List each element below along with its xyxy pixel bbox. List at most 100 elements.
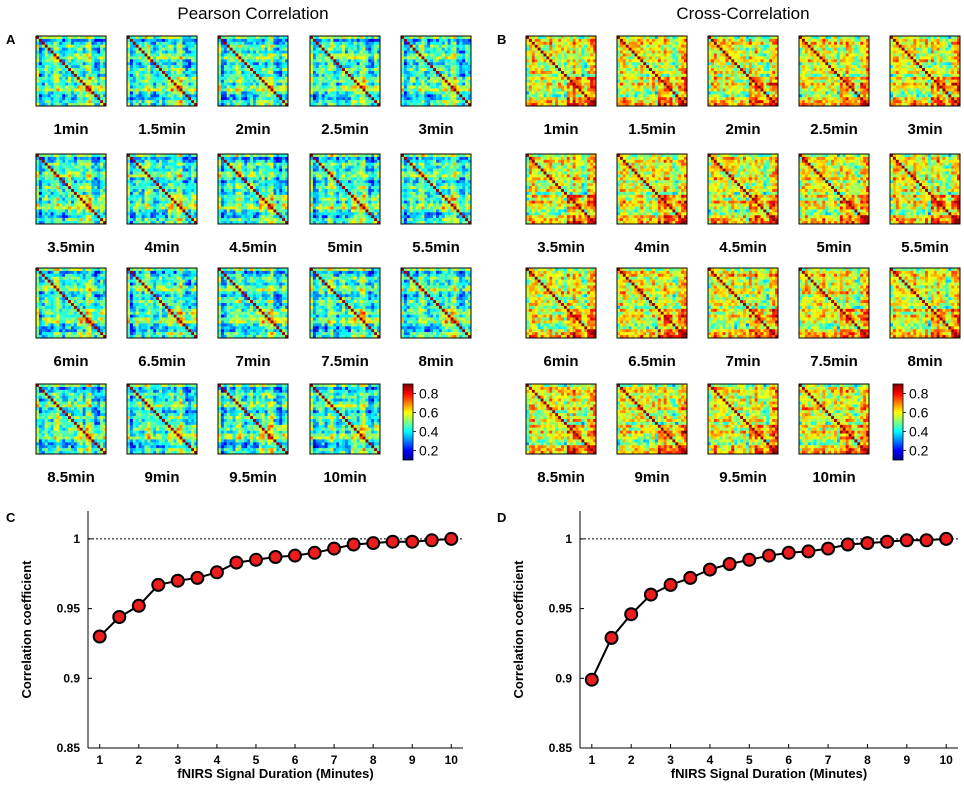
data-point xyxy=(94,631,106,643)
x-tick-label: 9 xyxy=(903,753,910,767)
heatmap-cell-15 xyxy=(36,384,106,454)
heatmap-cell-2 xyxy=(708,36,778,106)
data-point xyxy=(113,611,125,623)
data-point xyxy=(724,558,736,570)
heatmap-label-12: 7min xyxy=(725,353,760,370)
data-point xyxy=(289,550,301,562)
heatmap-cell-14 xyxy=(890,268,960,338)
heatmap-cell-9 xyxy=(890,154,960,224)
heatmap-label-5: 3.5min xyxy=(47,239,95,256)
data-point xyxy=(586,674,598,686)
heatmap-label-1: 1.5min xyxy=(138,121,186,138)
y-tick-label: 0.85 xyxy=(549,741,573,755)
data-point xyxy=(842,539,854,551)
data-point xyxy=(684,572,696,584)
heatmap-cell-13 xyxy=(799,268,869,338)
data-point xyxy=(367,537,379,549)
data-point xyxy=(921,534,933,546)
x-tick-label: 3 xyxy=(175,753,182,767)
data-point xyxy=(250,554,262,566)
data-point xyxy=(152,579,164,591)
heatmap-cell-4 xyxy=(890,36,960,106)
heatmap-cell-1 xyxy=(617,36,687,106)
heatmap-cell-1 xyxy=(127,36,197,106)
heatmap-cell-17 xyxy=(708,384,778,454)
heatmap-cell-18 xyxy=(310,384,380,454)
heatmap-cell-16 xyxy=(127,384,197,454)
data-point xyxy=(211,566,223,578)
data-point xyxy=(763,550,775,562)
heatmap-cell-14 xyxy=(401,268,471,338)
heatmap-cell-10 xyxy=(526,268,596,338)
heatmap-cell-12 xyxy=(218,268,288,338)
heatmap-label-11: 6.5min xyxy=(138,353,186,370)
panel-a-letter: A xyxy=(6,32,16,47)
heatmap-cell-13 xyxy=(310,268,380,338)
x-tick-label: 5 xyxy=(253,753,260,767)
heatmap-cell-15 xyxy=(526,384,596,454)
y-tick-label: 0.95 xyxy=(549,602,573,616)
heatmap-label-12: 7min xyxy=(235,353,270,370)
data-point xyxy=(426,534,438,546)
heatmap-label-17: 9.5min xyxy=(229,469,277,486)
heatmap-cell-18 xyxy=(799,384,869,454)
data-point xyxy=(822,543,834,555)
heatmap-label-2: 2min xyxy=(235,121,270,138)
x-tick-label: 8 xyxy=(864,753,871,767)
data-point xyxy=(783,547,795,559)
figure: A Pearson Correlation B Cross-Correlatio… xyxy=(0,0,964,786)
x-axis-label: fNIRS Signal Duration (Minutes) xyxy=(177,766,373,781)
colorbar-b: 0.80.60.40.2 xyxy=(893,384,929,460)
heatmap-cell-2 xyxy=(218,36,288,106)
x-tick-label: 5 xyxy=(746,753,753,767)
x-tick-label: 1 xyxy=(96,753,103,767)
x-tick-label: 2 xyxy=(135,753,142,767)
y-tick-label: 1 xyxy=(565,532,572,546)
x-axis-label: fNIRS Signal Duration (Minutes) xyxy=(671,766,867,781)
y-tick-label: 0.95 xyxy=(57,602,81,616)
colorbar-gradient xyxy=(403,384,413,460)
heatmap-cell-6 xyxy=(127,154,197,224)
colorbar-tick-label: 0.4 xyxy=(909,424,929,440)
data-point xyxy=(406,536,418,548)
heatmap-label-18: 10min xyxy=(323,469,366,486)
y-axis-label: Correlation coefficient xyxy=(511,560,526,699)
y-tick-label: 0.9 xyxy=(555,671,572,685)
heatmap-cell-9 xyxy=(401,154,471,224)
x-tick-label: 6 xyxy=(292,753,299,767)
heatmap-label-16: 9min xyxy=(634,469,669,486)
heatmap-cell-11 xyxy=(127,268,197,338)
data-point xyxy=(881,536,893,548)
colorbar-gradient xyxy=(893,384,903,460)
heatmap-label-10: 6min xyxy=(53,353,88,370)
heatmap-cell-7 xyxy=(218,154,288,224)
y-tick-label: 0.85 xyxy=(57,741,81,755)
colorbar-tick-label: 0.2 xyxy=(419,443,439,459)
heatmap-cell-8 xyxy=(310,154,380,224)
heatmap-label-1: 1.5min xyxy=(628,121,676,138)
heatmap-cell-0 xyxy=(36,36,106,106)
colorbar-tick-label: 0.8 xyxy=(909,386,929,402)
data-point xyxy=(802,545,814,557)
panel-a-title: Pearson Correlation xyxy=(177,4,328,23)
x-tick-label: 4 xyxy=(214,753,221,767)
heatmap-label-2: 2min xyxy=(725,121,760,138)
heatmap-label-3: 2.5min xyxy=(321,121,369,138)
data-point xyxy=(270,551,282,563)
data-point xyxy=(940,533,952,545)
heatmap-cell-8 xyxy=(799,154,869,224)
heatmap-label-4: 3min xyxy=(418,121,453,138)
data-point xyxy=(172,575,184,587)
heatmap-cell-3 xyxy=(310,36,380,106)
heatmap-cell-0 xyxy=(526,36,596,106)
colorbar-tick-label: 0.8 xyxy=(419,386,439,402)
x-tick-label: 4 xyxy=(707,753,714,767)
data-point xyxy=(606,632,618,644)
heatmap-label-14: 8min xyxy=(418,353,453,370)
x-tick-label: 10 xyxy=(940,753,954,767)
heatmap-label-13: 7.5min xyxy=(810,353,858,370)
x-tick-label: 8 xyxy=(370,753,377,767)
y-tick-label: 1 xyxy=(73,532,80,546)
heatmap-label-17: 9.5min xyxy=(719,469,767,486)
